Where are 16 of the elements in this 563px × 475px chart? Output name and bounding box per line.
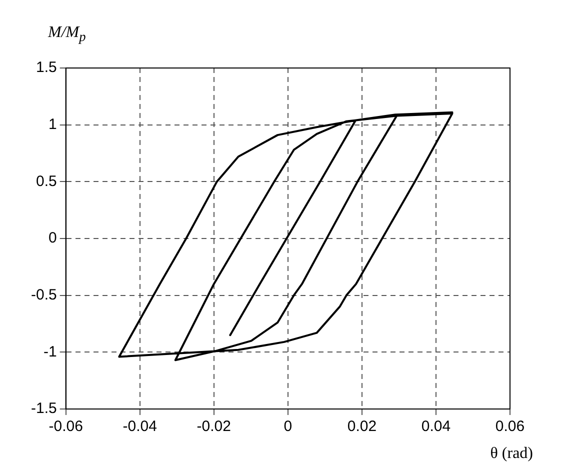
- x-tick-label: -0.02: [196, 418, 231, 436]
- x-tick-label: 0.06: [495, 418, 525, 436]
- y-tick-label: -0.5: [30, 286, 57, 304]
- y-tick-label: -1: [44, 343, 57, 360]
- y-tick-label: 0: [48, 230, 57, 247]
- x-tick-label: -0.06: [48, 418, 83, 436]
- y-axis-title: M/M$_{p}$: [48, 24, 86, 46]
- x-tick-label: 0.04: [421, 418, 451, 436]
- x-tick-label: -0.04: [122, 418, 157, 436]
- y-tick-label: 1.5: [36, 59, 57, 76]
- x-tick-label: 0.02: [347, 418, 377, 436]
- y-tick-label: -1.5: [30, 400, 57, 418]
- x-tick-label: 0: [284, 418, 292, 436]
- x-axis-title: θ (rad): [490, 445, 533, 463]
- y-tick-label: 1: [48, 116, 57, 133]
- y-tick-label: 0.5: [36, 172, 57, 190]
